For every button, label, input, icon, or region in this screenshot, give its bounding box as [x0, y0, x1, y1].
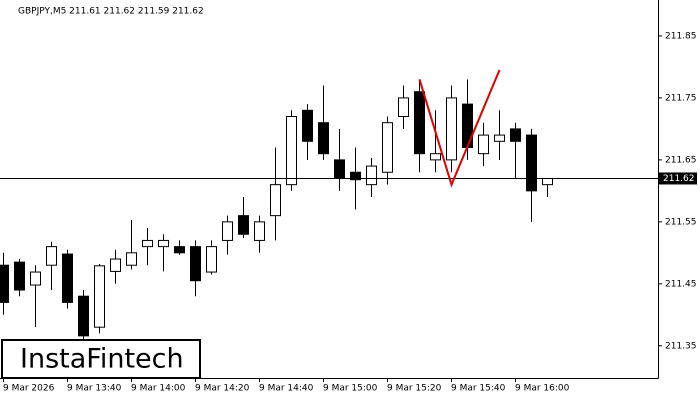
candle-body [286, 115, 297, 186]
candle-body [142, 239, 153, 248]
candle-body [430, 153, 441, 161]
candle-body [222, 221, 233, 241]
candle-body [0, 264, 9, 303]
pattern-line [418, 69, 501, 188]
x-tick-label: 9 Mar 15:00 [323, 384, 378, 394]
candle-body [206, 246, 217, 273]
x-tick-label: 9 Mar 14:00 [131, 384, 186, 394]
current-price-label: 211.62 [663, 174, 695, 184]
candle-body [30, 271, 41, 286]
candle-body [190, 246, 201, 282]
candle-body [414, 91, 425, 155]
candle-body [446, 97, 457, 161]
candle-body [46, 246, 57, 266]
candle-body [62, 253, 73, 303]
x-tick-label: 9 Mar 15:40 [451, 384, 506, 394]
x-tick-label: 9 Mar 15:20 [387, 384, 442, 394]
candle-body [366, 165, 377, 186]
candle-body [462, 103, 473, 148]
current-price-box [659, 172, 697, 185]
candle-body [526, 134, 537, 192]
candle-body [382, 122, 393, 173]
candle-body [94, 265, 105, 328]
candle-body [350, 171, 361, 181]
candle-body [334, 159, 345, 179]
candle-body [510, 128, 521, 142]
y-tick-label: 211.75 [665, 93, 697, 103]
candle-body [158, 239, 169, 248]
y-tick-label: 211.35 [665, 341, 697, 351]
x-tick-label: 9 Mar 14:40 [259, 384, 314, 394]
candle-body [494, 134, 505, 142]
y-tick-label: 211.45 [665, 279, 697, 289]
candle-body [110, 258, 121, 272]
x-tick-label: 9 Mar 2026 [3, 384, 55, 394]
y-tick-label: 211.85 [665, 31, 697, 41]
candle-body [254, 221, 265, 241]
chart-title: GBPJPY,M5 211.61 211.62 211.59 211.62 [18, 7, 204, 17]
x-tick-label: 9 Mar 14:20 [195, 384, 250, 394]
logo-box [1, 339, 201, 379]
x-tick-label: 9 Mar 13:40 [67, 384, 122, 394]
candle-body [14, 261, 25, 291]
candle-body [174, 246, 185, 254]
candle-body [78, 295, 89, 337]
candle-body [238, 215, 249, 235]
candle-body [126, 252, 137, 266]
x-tick-label: 9 Mar 16:00 [515, 384, 570, 394]
candle-body [398, 97, 409, 117]
logo: InstaFintech [20, 344, 184, 375]
candle-body [270, 184, 281, 217]
candle-body [318, 122, 329, 155]
y-tick-label: 211.55 [665, 217, 697, 227]
y-tick-label: 211.65 [665, 155, 697, 165]
candle-body [478, 134, 489, 155]
candle-body [542, 177, 553, 186]
candle-body [302, 109, 313, 142]
